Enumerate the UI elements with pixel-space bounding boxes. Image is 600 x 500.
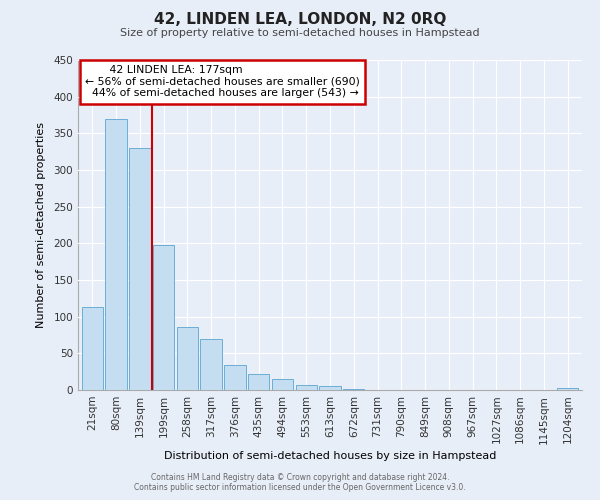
X-axis label: Distribution of semi-detached houses by size in Hampstead: Distribution of semi-detached houses by … — [164, 450, 496, 460]
Text: 42, LINDEN LEA, LONDON, N2 0RQ: 42, LINDEN LEA, LONDON, N2 0RQ — [154, 12, 446, 28]
Bar — [176, 327, 198, 390]
Bar — [272, 379, 293, 390]
Bar — [248, 374, 269, 390]
Bar — [106, 118, 127, 390]
Y-axis label: Number of semi-detached properties: Number of semi-detached properties — [37, 122, 46, 328]
Text: Size of property relative to semi-detached houses in Hampstead: Size of property relative to semi-detach… — [120, 28, 480, 38]
Bar — [200, 338, 222, 390]
Bar — [129, 148, 151, 390]
Bar — [153, 245, 174, 390]
Bar — [296, 385, 317, 390]
Text: Contains HM Land Registry data © Crown copyright and database right 2024.
Contai: Contains HM Land Registry data © Crown c… — [134, 473, 466, 492]
Bar — [319, 386, 341, 390]
Bar — [82, 307, 103, 390]
Bar — [557, 388, 578, 390]
Bar — [224, 365, 245, 390]
Bar — [343, 388, 364, 390]
Text: 42 LINDEN LEA: 177sqm
← 56% of semi-detached houses are smaller (690)
  44% of s: 42 LINDEN LEA: 177sqm ← 56% of semi-deta… — [85, 65, 360, 98]
